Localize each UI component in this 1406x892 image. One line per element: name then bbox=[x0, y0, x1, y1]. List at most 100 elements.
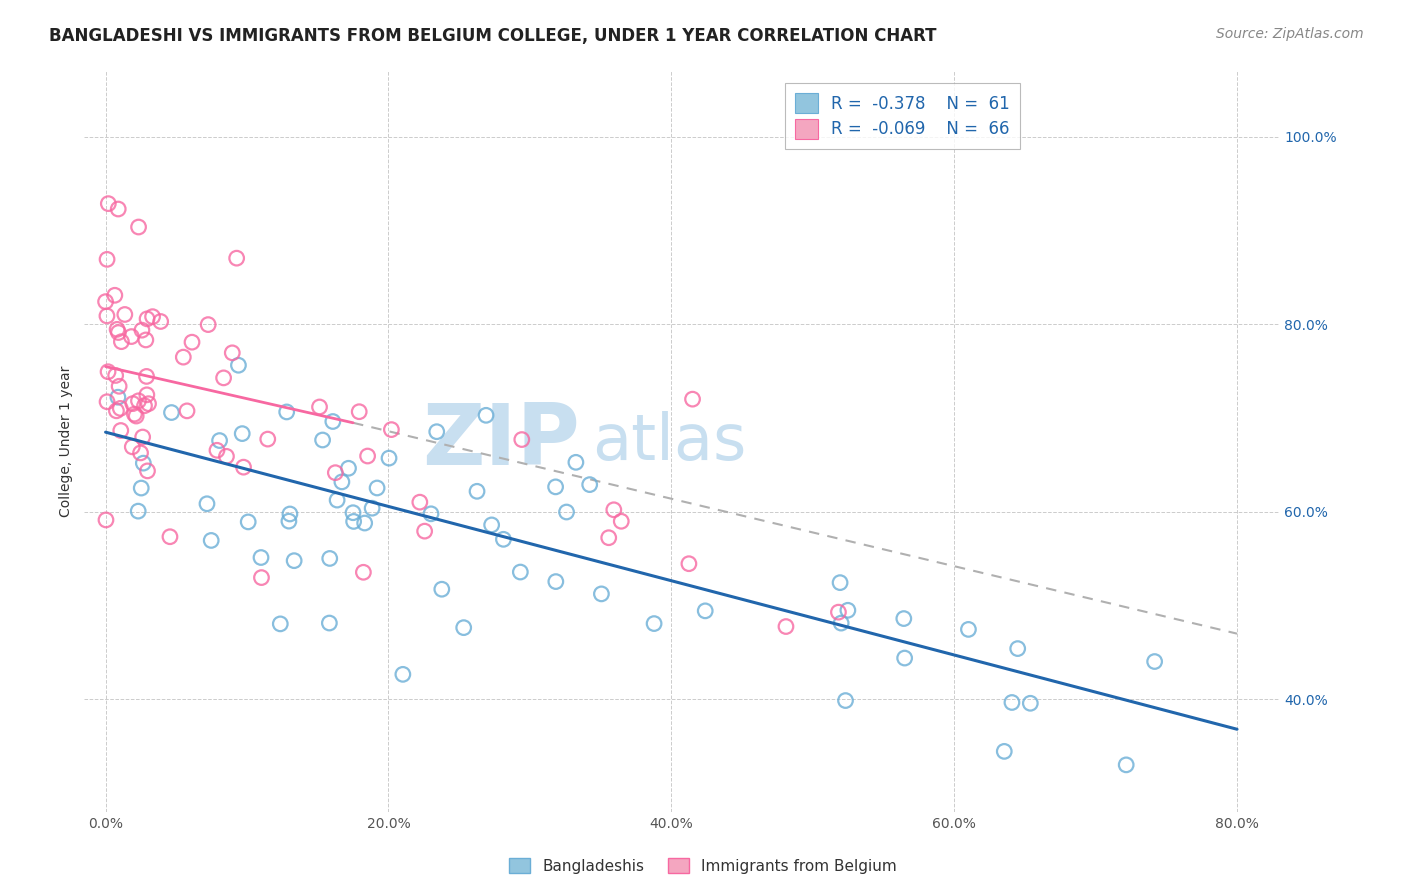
Point bbox=[828, 575, 851, 590]
Point bbox=[356, 449, 378, 463]
Text: ZIP: ZIP bbox=[423, 400, 581, 483]
Point bbox=[136, 464, 159, 478]
Point bbox=[124, 407, 146, 421]
Point bbox=[544, 480, 567, 494]
Point bbox=[250, 550, 273, 565]
Point bbox=[453, 621, 475, 635]
Point bbox=[96, 394, 118, 409]
Point bbox=[380, 423, 402, 437]
Point bbox=[603, 503, 626, 517]
Point bbox=[308, 400, 330, 414]
Point bbox=[682, 392, 704, 406]
Point bbox=[121, 396, 143, 410]
Point bbox=[353, 516, 375, 530]
Point bbox=[510, 433, 533, 447]
Point bbox=[337, 461, 360, 475]
Point bbox=[347, 405, 370, 419]
Point bbox=[311, 433, 333, 447]
Point bbox=[232, 460, 254, 475]
Point bbox=[830, 616, 852, 631]
Point bbox=[135, 333, 157, 347]
Point bbox=[134, 399, 156, 413]
Point bbox=[136, 311, 159, 326]
Point bbox=[110, 401, 132, 416]
Point bbox=[598, 531, 620, 545]
Point bbox=[325, 466, 347, 480]
Point bbox=[159, 530, 181, 544]
Point bbox=[94, 294, 117, 309]
Point bbox=[160, 405, 183, 419]
Point bbox=[591, 587, 613, 601]
Point bbox=[96, 252, 118, 267]
Point bbox=[131, 430, 153, 444]
Point bbox=[775, 619, 797, 633]
Point bbox=[128, 220, 150, 235]
Point bbox=[276, 405, 298, 419]
Point bbox=[97, 365, 120, 379]
Point bbox=[131, 323, 153, 337]
Point bbox=[138, 397, 160, 411]
Point bbox=[108, 379, 131, 393]
Legend: R =  -0.378    N =  61, R =  -0.069    N =  66: R = -0.378 N = 61, R = -0.069 N = 66 bbox=[785, 83, 1021, 149]
Point bbox=[132, 456, 155, 470]
Point bbox=[96, 309, 118, 323]
Text: BANGLADESHI VS IMMIGRANTS FROM BELGIUM COLLEGE, UNDER 1 YEAR CORRELATION CHART: BANGLADESHI VS IMMIGRANTS FROM BELGIUM C… bbox=[49, 27, 936, 45]
Point bbox=[492, 533, 515, 547]
Point bbox=[283, 554, 305, 568]
Point bbox=[352, 566, 374, 580]
Point bbox=[127, 504, 149, 518]
Point bbox=[127, 393, 149, 408]
Point bbox=[135, 388, 157, 402]
Point bbox=[1007, 641, 1029, 656]
Point bbox=[110, 424, 132, 438]
Point bbox=[208, 434, 231, 448]
Point bbox=[105, 322, 128, 336]
Point bbox=[120, 329, 142, 343]
Point bbox=[277, 514, 299, 528]
Point bbox=[475, 409, 498, 423]
Point bbox=[129, 481, 152, 495]
Point bbox=[231, 426, 253, 441]
Point bbox=[409, 495, 432, 509]
Point bbox=[250, 571, 273, 585]
Point bbox=[420, 507, 443, 521]
Point bbox=[129, 446, 152, 460]
Point bbox=[343, 515, 366, 529]
Point bbox=[121, 440, 143, 454]
Y-axis label: College, Under 1 year: College, Under 1 year bbox=[59, 366, 73, 517]
Point bbox=[107, 202, 129, 216]
Point bbox=[278, 507, 301, 521]
Point bbox=[200, 533, 222, 548]
Text: atlas: atlas bbox=[592, 410, 747, 473]
Point bbox=[957, 623, 980, 637]
Point bbox=[322, 415, 344, 429]
Point bbox=[176, 404, 198, 418]
Point bbox=[318, 615, 340, 630]
Point bbox=[105, 404, 128, 418]
Point bbox=[392, 667, 415, 681]
Point bbox=[269, 616, 291, 631]
Point bbox=[110, 334, 132, 349]
Legend: Bangladeshis, Immigrants from Belgium: Bangladeshis, Immigrants from Belgium bbox=[503, 852, 903, 880]
Point bbox=[319, 551, 342, 566]
Point bbox=[610, 514, 633, 528]
Point bbox=[238, 515, 260, 529]
Point bbox=[578, 477, 600, 491]
Point bbox=[97, 196, 120, 211]
Point bbox=[481, 517, 503, 532]
Point bbox=[107, 390, 129, 404]
Point bbox=[125, 409, 148, 423]
Point bbox=[361, 501, 384, 516]
Point bbox=[256, 432, 278, 446]
Point bbox=[104, 288, 127, 302]
Point bbox=[378, 451, 401, 466]
Point bbox=[993, 744, 1015, 758]
Point bbox=[228, 358, 250, 372]
Point bbox=[195, 497, 218, 511]
Point bbox=[430, 582, 453, 597]
Text: Source: ZipAtlas.com: Source: ZipAtlas.com bbox=[1216, 27, 1364, 41]
Point bbox=[172, 350, 194, 364]
Point bbox=[695, 604, 717, 618]
Point bbox=[221, 346, 243, 360]
Point bbox=[94, 513, 117, 527]
